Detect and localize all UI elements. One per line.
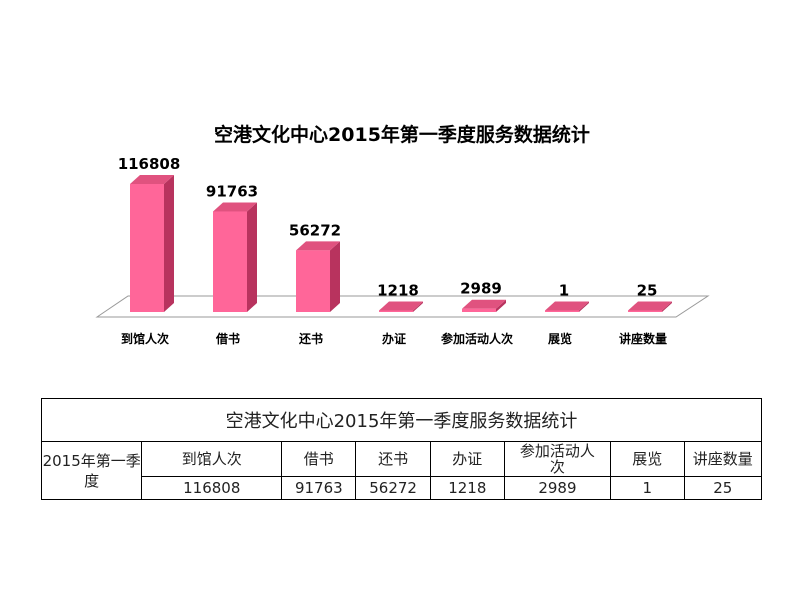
bar-side: [164, 175, 174, 312]
bar: [545, 301, 589, 312]
table-value-cell: 56272: [355, 476, 431, 500]
bar-front: [296, 250, 330, 312]
table-value-cell: 25: [683, 476, 762, 500]
bar-top: [545, 301, 589, 311]
table-header-cell: 到馆人次: [141, 441, 283, 477]
table-period-cell: 2015年第一季度: [40, 441, 143, 500]
bar-top: [462, 299, 506, 309]
bar-value-label: 2989: [460, 280, 502, 298]
category-label: 讲座数量: [619, 331, 667, 346]
bar-side: [496, 299, 506, 312]
bar-front: [130, 184, 164, 312]
bar-value-label: 56272: [289, 221, 341, 239]
category-label: 参加活动人次: [441, 331, 513, 346]
bar: [130, 175, 174, 312]
data-table: 空港文化中心2015年第一季度服务数据统计 2015年第一季度 到馆人次 借书 …: [40, 398, 762, 500]
bar-top: [379, 301, 423, 311]
table-header-cell: 讲座数量: [683, 441, 762, 477]
category-label: 展览: [548, 331, 572, 346]
bar-front: [545, 310, 579, 312]
category-label: 到馆人次: [121, 331, 169, 346]
labels-layer: 116808 到馆人次 91763 借书 56272 还书 1218 办证 2989 参加活动人次…: [118, 155, 667, 346]
bar-top: [296, 241, 340, 251]
bar-top: [130, 175, 174, 184]
bar: [296, 241, 340, 312]
chart-svg: 空港文化中心2015年第一季度服务数据统计 116808 到馆人次 91763 借书 5…: [95, 123, 710, 346]
bar: [213, 202, 257, 312]
category-label: 借书: [215, 331, 240, 346]
bar-chart: 空港文化中心2015年第一季度服务数据统计 116808 到馆人次 91763 借书 5…: [95, 123, 710, 346]
bar-value-label: 1: [559, 282, 569, 300]
bar-side: [662, 301, 672, 312]
bar: [628, 301, 672, 312]
category-label: 办证: [382, 331, 406, 346]
bar-top: [628, 301, 672, 311]
table-value-cell: 116808: [141, 476, 283, 500]
bar-front: [213, 211, 247, 312]
category-label: 还书: [298, 331, 323, 346]
chart-title: 空港文化中心2015年第一季度服务数据统计: [214, 123, 590, 146]
bars-layer: [130, 175, 672, 312]
table-value-cell: 1: [610, 476, 685, 500]
bar: [379, 301, 423, 312]
bar-front: [628, 310, 662, 312]
bar-value-label: 25: [637, 282, 658, 300]
bar-front: [379, 310, 413, 312]
bar-side: [579, 301, 589, 312]
table-value-cell: 1218: [429, 476, 505, 500]
table-value-cell: 91763: [281, 476, 357, 500]
bar-top: [213, 202, 257, 212]
bar-side: [247, 202, 257, 312]
table-header-cell: 还书: [355, 441, 431, 477]
bar: [462, 299, 506, 312]
table-header-cell: 展览: [610, 441, 685, 477]
table-title: 空港文化中心2015年第一季度服务数据统计: [41, 398, 762, 442]
table-value-cell: 2989: [503, 476, 612, 500]
bar-side: [413, 301, 423, 312]
bar-side: [330, 241, 340, 312]
table-header-cell: 办证: [429, 441, 505, 477]
table-header-cell: 参加活动人次: [503, 441, 612, 477]
bar-front: [462, 308, 496, 312]
table-header-cell: 借书: [281, 441, 357, 477]
bar-value-label: 1218: [377, 282, 419, 300]
bar-value-label: 91763: [206, 182, 258, 200]
bar-value-label: 116808: [118, 155, 181, 173]
